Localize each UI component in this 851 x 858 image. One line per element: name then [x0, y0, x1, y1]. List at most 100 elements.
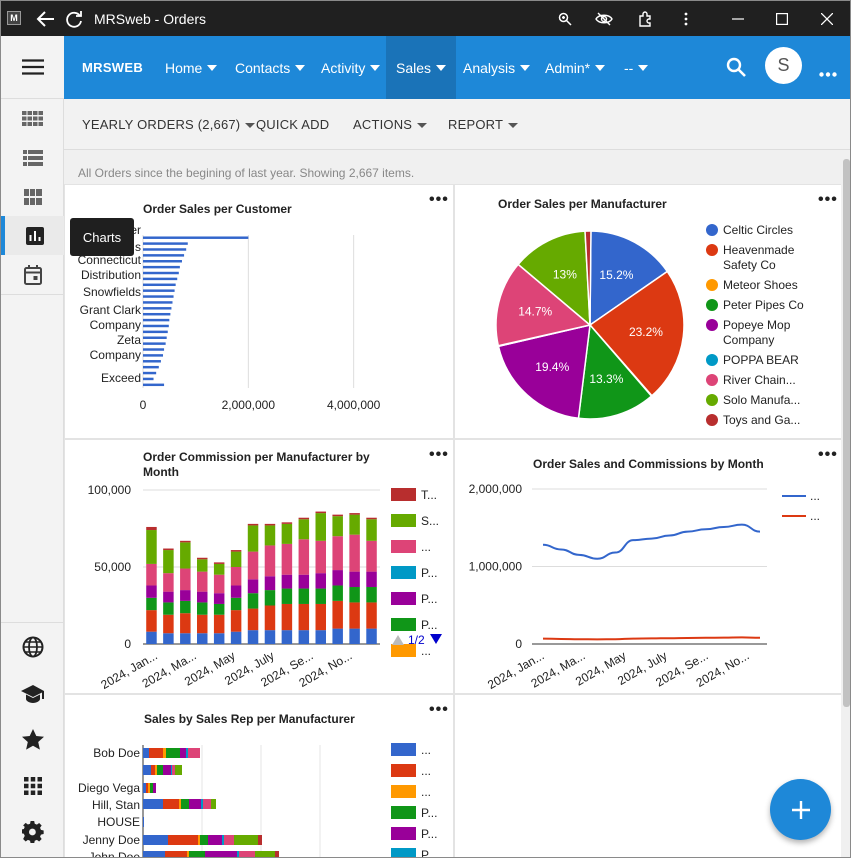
chart-menu-button[interactable]: •••	[818, 191, 838, 208]
zoom-icon[interactable]	[554, 8, 576, 30]
stacked-bar-segment	[213, 562, 225, 564]
minimize-icon[interactable]	[727, 8, 749, 30]
stacked-bar-segment	[143, 835, 168, 845]
sidebar-calendar-view[interactable]	[1, 255, 64, 294]
quick-add-button[interactable]: QUICK ADD	[256, 117, 330, 132]
scrollbar-thumb[interactable]	[843, 159, 850, 707]
stacked-bar-segment	[247, 608, 259, 631]
pie-slice	[588, 270, 685, 397]
maximize-icon[interactable]	[771, 8, 793, 30]
stacked-bar-segment	[163, 591, 174, 603]
sidebar-globe[interactable]	[1, 627, 64, 666]
stacked-bar-segment	[180, 748, 186, 758]
more-horizontal-icon[interactable]	[819, 64, 837, 82]
sidebar-settings[interactable]	[1, 812, 64, 851]
legend-label: Celtic Circles	[723, 223, 793, 237]
legend-marker	[706, 414, 718, 426]
legend-swatch	[391, 488, 416, 501]
extensions-icon[interactable]	[635, 8, 657, 30]
refresh-icon[interactable]	[63, 8, 85, 30]
nav-admin[interactable]: Admin*	[535, 36, 615, 99]
stacked-bar-segment	[172, 765, 175, 775]
sidebar-list-view[interactable]	[1, 138, 64, 177]
close-icon[interactable]	[816, 8, 838, 30]
bar	[143, 277, 178, 281]
nav-analysis[interactable]: Analysis	[453, 36, 540, 99]
stacked-bar-segment	[230, 585, 242, 598]
legend-swatch	[391, 514, 416, 527]
add-button[interactable]	[770, 779, 831, 840]
sidebar-training[interactable]	[1, 674, 64, 713]
nav-contacts[interactable]: Contacts	[225, 36, 315, 99]
report-dropdown[interactable]: REPORT	[448, 117, 519, 132]
brand-logo[interactable]: MRSWEB	[82, 60, 144, 75]
stacked-bar-segment	[264, 590, 276, 606]
slice-label: 19.4%	[535, 360, 569, 374]
pie-slice	[497, 324, 591, 420]
stacked-bar-segment	[264, 545, 276, 577]
bar	[143, 348, 165, 351]
chart-menu-button[interactable]: •••	[818, 446, 838, 463]
category-label: Exceed	[101, 371, 141, 385]
yearly-orders-dropdown[interactable]: YEARLY ORDERS (2,667)	[82, 117, 256, 132]
chevron-down-icon	[638, 64, 649, 71]
stacked-bar-segment	[163, 799, 179, 809]
info-text: All Orders since the begining of last ye…	[78, 166, 415, 180]
sidebar-charts-view[interactable]	[1, 216, 64, 255]
legend-marker	[706, 299, 718, 311]
actions-dropdown[interactable]: ACTIONS	[353, 117, 428, 132]
legend-label: ...	[421, 785, 431, 799]
legend-label: Company	[723, 333, 774, 347]
toolbar: YEARLY ORDERS (2,667) QUICK ADD ACTIONS …	[64, 99, 850, 150]
legend-label: Meteor Shoes	[723, 278, 798, 292]
nav-admin-label: Admin*	[545, 59, 591, 76]
stacked-bar-segment	[298, 517, 310, 520]
sidebar-apps[interactable]	[1, 766, 64, 805]
back-arrow-icon[interactable]	[35, 8, 57, 30]
stacked-bar-segment	[180, 590, 191, 601]
stacked-bar-segment	[143, 799, 163, 809]
stacked-bar-segment	[163, 602, 174, 615]
sidebar-grid-view[interactable]	[1, 99, 64, 138]
bar	[143, 236, 249, 239]
sidebar-tile-view[interactable]	[1, 177, 64, 216]
pie-slice	[589, 230, 669, 327]
stacked-bar-segment	[180, 540, 191, 543]
hamburger-menu-button[interactable]	[1, 36, 64, 99]
user-avatar[interactable]: S	[765, 47, 802, 84]
chevron-down-icon	[245, 123, 256, 129]
nav-home[interactable]: Home	[155, 36, 227, 99]
search-icon[interactable]	[726, 57, 746, 82]
chart-panel-sales-commissions-by-month: Order Sales and Commissions by Month •••…	[454, 439, 842, 694]
stacked-bar-segment	[315, 573, 326, 589]
chart-menu-button[interactable]: •••	[429, 446, 449, 463]
legend-swatch	[391, 743, 416, 756]
nav-sales[interactable]: Sales	[386, 36, 457, 99]
nav-activity[interactable]: Activity	[311, 36, 390, 99]
chart-menu-button[interactable]: •••	[429, 191, 449, 208]
stacked-bar-segment	[213, 633, 225, 644]
legend-swatch	[391, 764, 416, 777]
chevron-down-icon	[508, 123, 519, 129]
actions-label: ACTIONS	[353, 117, 413, 132]
tracking-prevention-icon[interactable]	[593, 8, 615, 30]
tick-label: 2,000,000	[469, 482, 523, 496]
legend-label: T...	[421, 488, 437, 502]
bar	[143, 248, 187, 251]
chart-menu-button[interactable]: •••	[429, 701, 449, 718]
legend-marker	[706, 394, 718, 406]
more-options-icon[interactable]	[675, 8, 697, 30]
stacked-bar-segment	[197, 602, 208, 615]
stacked-bar-segment	[146, 631, 157, 644]
stacked-bar-segment	[187, 851, 189, 857]
window-title: MRSweb - Orders	[94, 11, 207, 27]
stacked-bar-segment	[239, 851, 255, 857]
nav-more[interactable]: --	[614, 36, 658, 99]
stacked-bar-segment	[180, 542, 191, 569]
sidebar-favorites[interactable]	[1, 720, 64, 759]
legend-marker	[706, 374, 718, 386]
apps-grid-icon	[23, 776, 42, 795]
stacked-bar-segment	[332, 600, 343, 629]
stacked-bar-segment	[281, 522, 293, 524]
stacked-bar-segment	[281, 574, 293, 589]
